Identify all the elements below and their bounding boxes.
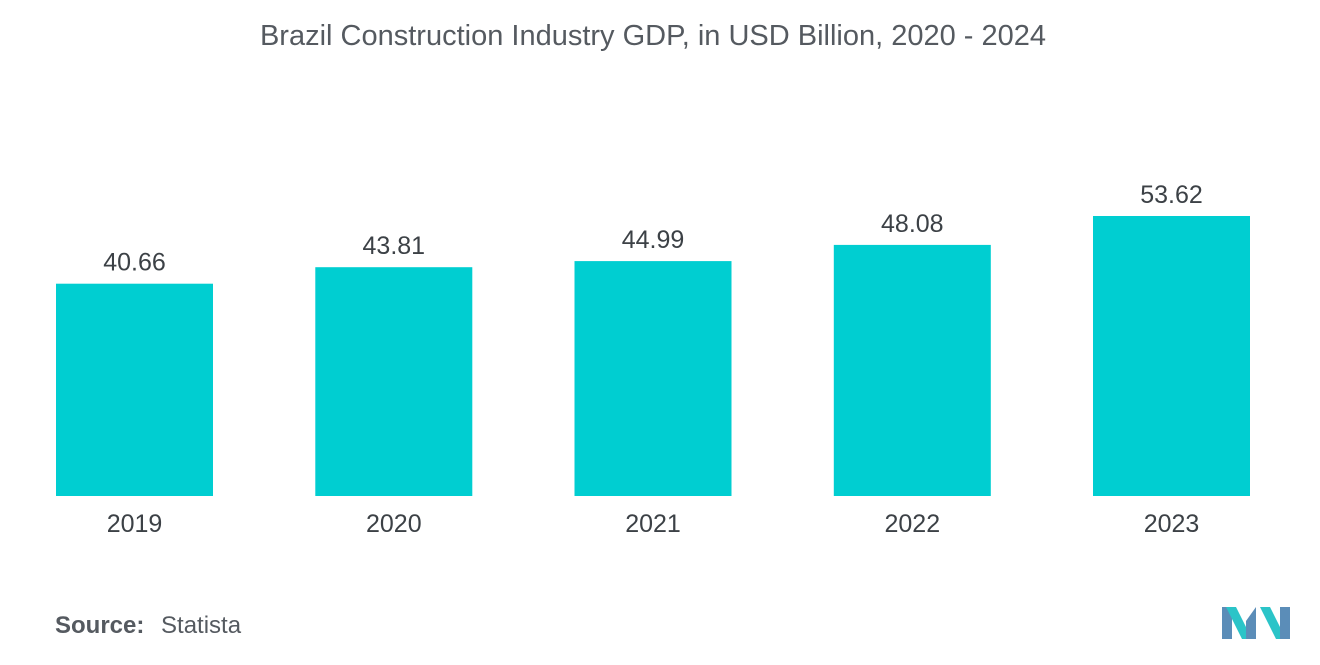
category-label-2021: 2021 <box>625 510 681 538</box>
category-label-2023: 2023 <box>1144 510 1200 538</box>
logo-right-stroke <box>1280 607 1290 639</box>
value-label-2022: 48.08 <box>881 210 944 238</box>
logo-middle-stroke <box>1246 607 1256 639</box>
bar-2023 <box>1093 216 1250 496</box>
logo-left-stroke <box>1222 607 1232 639</box>
source-value: Statista <box>161 612 242 639</box>
logo-right-diagonal <box>1260 607 1286 639</box>
mordor-intelligence-logo-icon <box>1222 607 1290 639</box>
value-label-2020: 43.81 <box>363 232 426 260</box>
value-label-2023: 53.62 <box>1140 181 1203 209</box>
chart-title: Brazil Construction Industry GDP, in USD… <box>259 20 1047 52</box>
bar-2020 <box>315 267 473 496</box>
value-label-2019: 40.66 <box>103 249 166 277</box>
bar-2021 <box>574 261 732 496</box>
bars-group: 40.66 2019 43.81 2020 44.99 2021 48.08 2022 53.6… <box>56 181 1250 538</box>
bar-2019 <box>56 283 213 496</box>
category-label-2022: 2022 <box>884 510 940 538</box>
bar-2022 <box>833 244 991 496</box>
value-label-2021: 44.99 <box>622 226 685 254</box>
logo-left-diagonal <box>1226 607 1252 639</box>
category-label-2019: 2019 <box>107 510 163 538</box>
source-note: Source: Statista <box>55 612 241 640</box>
source-label: Source: <box>55 612 145 639</box>
category-label-2020: 2020 <box>366 510 422 538</box>
